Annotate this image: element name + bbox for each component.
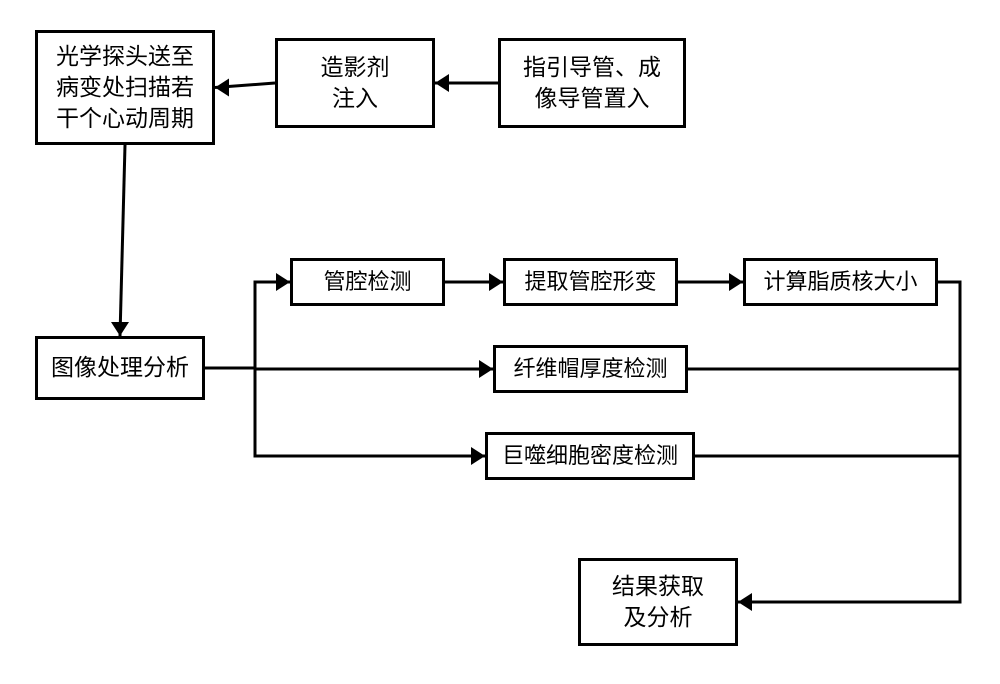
node-label: 结果获取 及分析 bbox=[612, 571, 704, 633]
node-label: 指引导管、成 像导管置入 bbox=[523, 52, 661, 114]
node-label: 纤维帽厚度检测 bbox=[513, 354, 667, 384]
node-b5: 巨噬细胞密度检测 bbox=[485, 432, 695, 480]
node-guide: 指引导管、成 像导管置入 bbox=[498, 38, 686, 128]
node-label: 巨噬细胞密度检测 bbox=[502, 441, 678, 471]
node-label: 计算脂质核大小 bbox=[763, 267, 917, 297]
node-contrast: 造影剂 注入 bbox=[275, 38, 435, 128]
node-b3: 计算脂质核大小 bbox=[743, 258, 938, 306]
node-label: 管腔检测 bbox=[323, 267, 411, 297]
node-label: 提取管腔形变 bbox=[524, 267, 656, 297]
node-label: 图像处理分析 bbox=[51, 352, 189, 383]
node-b2: 提取管腔形变 bbox=[503, 258, 678, 306]
node-result: 结果获取 及分析 bbox=[578, 558, 738, 646]
node-probe: 光学探头送至 病变处扫描若 干个心动周期 bbox=[35, 30, 215, 145]
node-b4: 纤维帽厚度检测 bbox=[493, 345, 688, 393]
node-imgproc: 图像处理分析 bbox=[35, 336, 205, 400]
node-label: 造影剂 注入 bbox=[321, 52, 390, 114]
node-label: 光学探头送至 病变处扫描若 干个心动周期 bbox=[56, 41, 194, 134]
node-b1: 管腔检测 bbox=[290, 258, 445, 306]
